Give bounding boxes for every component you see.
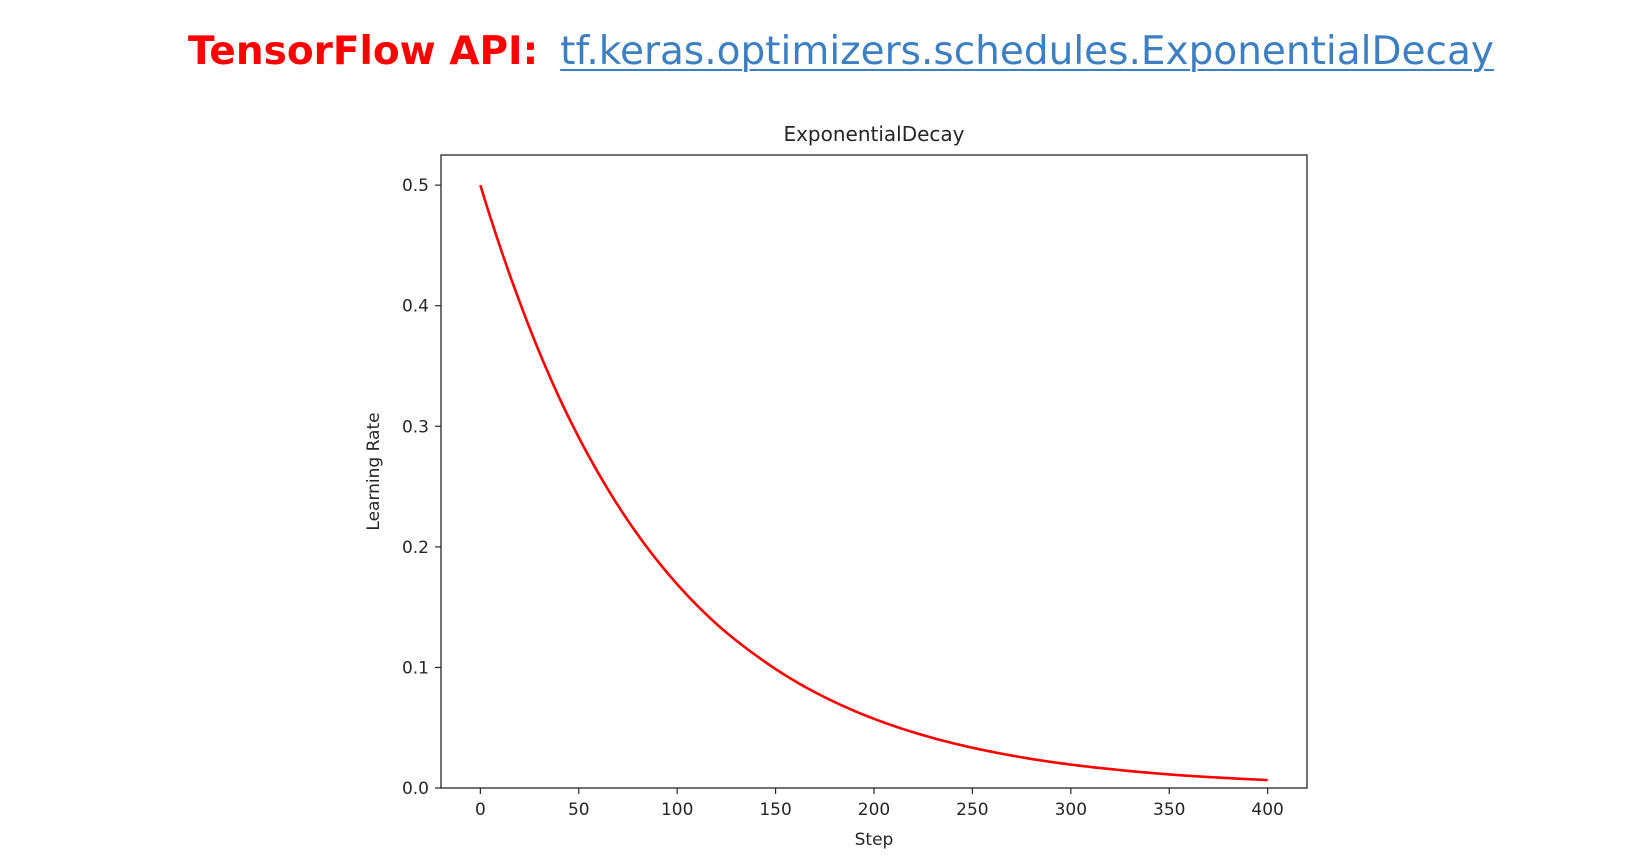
y-tick-label: 0.0 bbox=[402, 779, 429, 799]
series-group bbox=[479, 184, 1268, 782]
x-axis-label: Step bbox=[855, 830, 894, 850]
x-tick-label: 0 bbox=[475, 800, 486, 820]
y-tick-label: 0.3 bbox=[402, 417, 429, 437]
ticks-group: 0 50 100 150 200 250 300 350 400 0.0 0.1 0.2 0.3 0.4 0… bbox=[402, 176, 1284, 820]
y-tick-label: 0.5 bbox=[402, 176, 429, 196]
x-tick-label: 300 bbox=[1055, 800, 1087, 820]
chart-title: ExponentialDecay bbox=[783, 122, 964, 146]
x-tick-label: 250 bbox=[956, 800, 988, 820]
page-header: TensorFlow API: tf.keras.optimizers.sched… bbox=[188, 22, 1494, 82]
y-tick-label: 0.1 bbox=[402, 658, 429, 678]
x-tick-label: 200 bbox=[858, 800, 890, 820]
y-axis-label: Learning Rate bbox=[364, 412, 384, 530]
x-tick-label: 50 bbox=[568, 800, 590, 820]
y-tick-label: 0.4 bbox=[402, 297, 429, 317]
x-tick-label: 150 bbox=[759, 800, 791, 820]
y-tick-label: 0.2 bbox=[402, 538, 429, 558]
api-label: TensorFlow API: bbox=[188, 29, 539, 74]
y-axis-label-group: Learning Rate bbox=[364, 412, 384, 530]
api-docs-link[interactable]: tf.keras.optimizers.schedules.Exponentia… bbox=[560, 29, 1494, 74]
plot-frame bbox=[440, 154, 1308, 789]
x-tick-label: 350 bbox=[1153, 800, 1185, 820]
x-tick-label: 100 bbox=[661, 800, 693, 820]
learning-rate-series-line bbox=[479, 184, 1268, 782]
x-tick-label: 400 bbox=[1251, 800, 1283, 820]
